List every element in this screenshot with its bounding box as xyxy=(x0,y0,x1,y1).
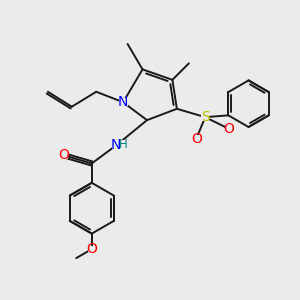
FancyBboxPatch shape xyxy=(118,98,127,106)
Text: O: O xyxy=(58,148,69,162)
Text: S: S xyxy=(201,110,210,124)
FancyBboxPatch shape xyxy=(225,125,232,132)
Text: N: N xyxy=(118,95,128,109)
Text: H: H xyxy=(119,138,128,151)
Text: O: O xyxy=(86,242,97,256)
FancyBboxPatch shape xyxy=(112,140,125,149)
FancyBboxPatch shape xyxy=(193,135,200,142)
FancyBboxPatch shape xyxy=(201,113,209,121)
Text: O: O xyxy=(191,132,202,146)
Text: O: O xyxy=(223,122,234,136)
Text: N: N xyxy=(110,138,121,152)
FancyBboxPatch shape xyxy=(88,246,95,253)
FancyBboxPatch shape xyxy=(60,152,68,159)
